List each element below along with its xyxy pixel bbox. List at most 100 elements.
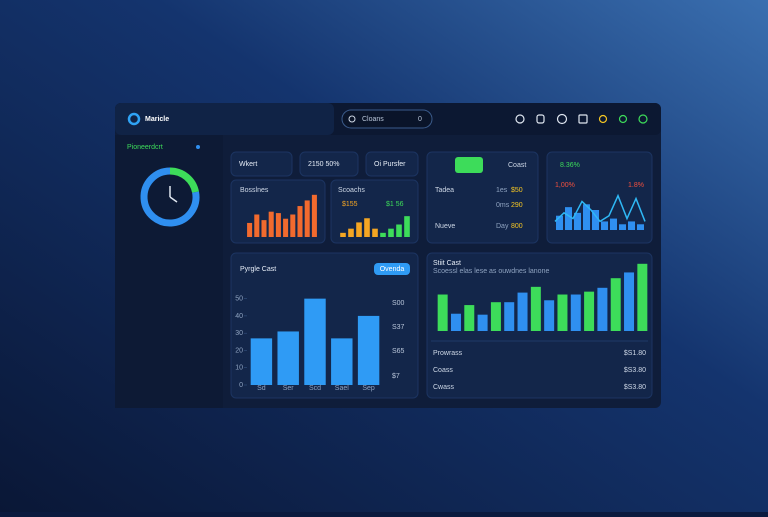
- card: [299, 151, 359, 177]
- bar: [464, 305, 475, 331]
- bar: [557, 294, 568, 331]
- bar: [437, 294, 448, 331]
- x-tick-label: Sael: [335, 385, 349, 392]
- card-title: Coast: [508, 162, 526, 169]
- row-value: $S1.80: [624, 350, 646, 357]
- value-label: $155: [342, 201, 358, 208]
- sidebar-dot: [196, 145, 200, 149]
- y-tick-label: 50: [235, 295, 243, 302]
- icon[interactable]: [556, 113, 568, 125]
- row-key: 0ms: [496, 202, 510, 209]
- card: [230, 151, 293, 177]
- row-value: $S3.80: [624, 367, 646, 374]
- bar: [597, 287, 608, 331]
- trend-line: [554, 193, 646, 223]
- trend-right: 1.8%: [628, 182, 644, 189]
- icon[interactable]: [598, 114, 608, 124]
- row-key: Day: [496, 223, 509, 230]
- bar: [517, 292, 528, 331]
- stat-label: Oi Pursfer: [374, 161, 406, 168]
- icon[interactable]: [638, 114, 648, 124]
- icon[interactable]: [618, 114, 628, 124]
- bar: [404, 216, 410, 237]
- stat-label: Wkert: [239, 161, 257, 168]
- bar: [544, 300, 555, 331]
- card: [426, 151, 539, 244]
- bar: [311, 194, 317, 237]
- bar: [450, 313, 461, 331]
- brand-icon: [127, 112, 141, 126]
- bar: [277, 331, 299, 385]
- bar: [584, 291, 595, 331]
- bar: [583, 204, 590, 230]
- search-hint: 0: [418, 116, 422, 123]
- side-label: S65: [392, 348, 405, 355]
- bar: [556, 215, 563, 230]
- bar: [357, 315, 380, 385]
- icon[interactable]: [536, 114, 545, 124]
- sidebar-label: Pioneerdcrt: [127, 144, 163, 151]
- bar: [601, 221, 608, 230]
- row-value: $S3.80: [624, 384, 646, 391]
- bar: [250, 338, 273, 385]
- bar: [628, 221, 635, 230]
- y-tick-label: 10: [235, 365, 243, 372]
- card-title: Stiit Cast: [433, 260, 461, 267]
- bar: [348, 228, 354, 237]
- row-label: Nueve: [435, 223, 455, 230]
- bar: [261, 220, 267, 237]
- card: [546, 151, 653, 244]
- side-label: S00: [392, 300, 405, 307]
- card-title: Pyrgle Cast: [240, 266, 276, 273]
- card-title: 8.36%: [560, 162, 580, 169]
- bar: [356, 222, 362, 237]
- button[interactable]: [374, 263, 410, 275]
- clock-hand: [169, 196, 178, 203]
- row-label: Coass: [433, 367, 453, 374]
- search-icon: [348, 115, 356, 123]
- row-value: 290: [511, 202, 523, 209]
- bar: [340, 232, 346, 237]
- bar: [254, 214, 260, 237]
- bar: [477, 314, 488, 331]
- x-tick-label: Sd: [257, 385, 266, 392]
- y-tick-label: 40: [235, 313, 243, 320]
- card: [365, 151, 419, 177]
- bar: [304, 298, 326, 385]
- icon[interactable]: [578, 114, 588, 124]
- stat-label: 2150 50%: [308, 161, 340, 168]
- bar: [504, 302, 515, 331]
- bar: [530, 286, 541, 331]
- row-label: Cwass: [433, 384, 455, 391]
- bar: [380, 232, 386, 237]
- x-tick-label: Ser: [283, 385, 295, 392]
- bar: [275, 213, 281, 237]
- bar: [388, 228, 394, 237]
- bar: [268, 211, 274, 237]
- card-title: Bosslnes: [240, 187, 269, 194]
- toolbar-icons: [515, 113, 648, 125]
- bar: [637, 263, 648, 331]
- search-placeholder: Cloans: [362, 116, 384, 123]
- side-label: $7: [392, 373, 400, 380]
- bar: [290, 214, 296, 237]
- bar: [364, 218, 370, 237]
- row-label: Prowrass: [433, 350, 463, 357]
- search-box[interactable]: [341, 109, 433, 129]
- row-key: 1es: [496, 187, 508, 194]
- bar: [624, 272, 635, 331]
- row-label: Tadea: [435, 187, 454, 194]
- trend-left: 1,00%: [555, 182, 575, 189]
- bar: [283, 218, 289, 237]
- button-label: Ovenda: [380, 266, 405, 273]
- y-tick-label: 20: [235, 347, 243, 354]
- icon[interactable]: [515, 114, 525, 124]
- bar: [592, 210, 599, 230]
- brand: Maricle: [145, 116, 169, 123]
- bar: [565, 207, 572, 230]
- toggle[interactable]: [455, 157, 483, 173]
- side-label: S37: [392, 324, 405, 331]
- bar: [396, 224, 402, 237]
- bar: [570, 294, 581, 331]
